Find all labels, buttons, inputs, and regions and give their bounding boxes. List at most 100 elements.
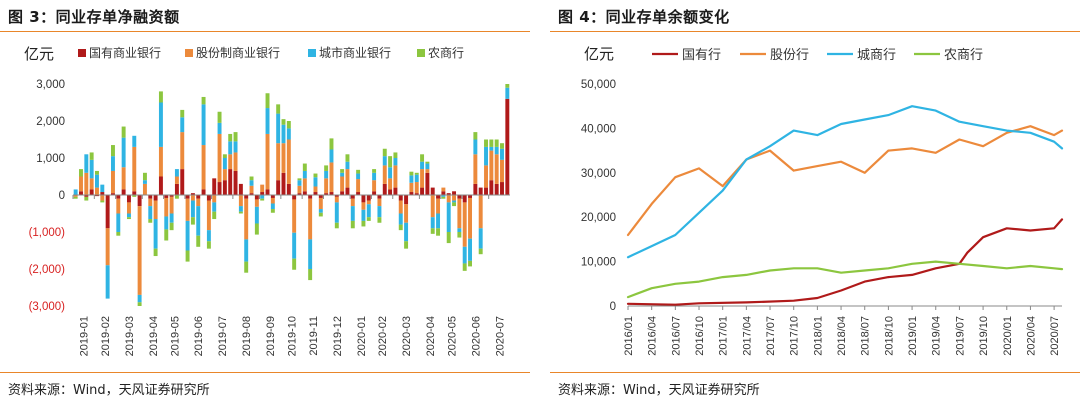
bar-segment-3 <box>174 169 179 177</box>
x-tick-label: 2020-03 <box>401 316 413 356</box>
bar-segment-2 <box>276 143 281 181</box>
bar-segment-2 <box>334 196 339 203</box>
bar-segment-2 <box>233 152 238 171</box>
legend-swatch-1 <box>78 49 86 57</box>
bar-segment-4 <box>366 217 371 221</box>
x-tick-label: 2019-03 <box>124 316 136 356</box>
bar-segment-3 <box>420 161 425 170</box>
bar-segment-3 <box>121 137 126 168</box>
y-unit-label: 亿元 <box>584 46 614 63</box>
bar-segment-1 <box>206 195 211 201</box>
x-tick-label: 2019-05 <box>169 316 181 356</box>
bar-segment-3 <box>84 154 89 173</box>
x-tick-label: 2019-10 <box>287 316 299 356</box>
right-chart-source: 资料来源：Wind，天风证券研究所 <box>558 383 760 398</box>
bar-segment-4 <box>281 119 286 125</box>
bar-segment-2 <box>308 198 313 240</box>
bar-segment-4 <box>436 228 441 236</box>
bar-segment-4 <box>137 302 142 306</box>
bar-segment-1 <box>137 195 142 207</box>
bar-segment-1 <box>462 195 467 203</box>
bar-segment-2 <box>196 198 201 207</box>
bar-segment-4 <box>350 220 355 229</box>
bar-segment-1 <box>116 195 121 199</box>
y-tick-label: 3,000 <box>36 79 65 91</box>
bar-segment-2 <box>190 195 195 201</box>
x-tick-label: 2019-07 <box>217 316 229 356</box>
bar-segment-3 <box>366 204 371 218</box>
bar-segment-1 <box>217 182 222 195</box>
x-tick-label: 2018/10 <box>883 316 895 356</box>
bar-segment-4 <box>89 152 94 160</box>
bar-segment-4 <box>260 198 265 201</box>
bar-segment-3 <box>500 148 504 160</box>
bar-segment-1 <box>350 195 355 199</box>
bar-segment-2 <box>217 133 222 183</box>
bar-segment-1 <box>318 195 323 198</box>
bar-segment-1 <box>244 195 249 199</box>
bar-segment-4 <box>505 84 510 88</box>
bar-segment-1 <box>185 195 190 199</box>
bar-segment-1 <box>84 195 89 197</box>
bar-segment-3 <box>228 141 233 155</box>
legend-label-4: 农商行 <box>944 47 983 62</box>
x-tick-label: 2019/07 <box>954 316 966 356</box>
bar-segment-1 <box>302 191 307 195</box>
bar-segment-2 <box>174 176 179 184</box>
bar-segment-4 <box>356 169 361 174</box>
bar-segment-2 <box>169 196 174 214</box>
bar-segment-1 <box>297 193 302 195</box>
bar-segment-1 <box>393 187 398 195</box>
bar-segment-1 <box>126 195 131 203</box>
bar-segment-1 <box>164 195 169 198</box>
bar-segment-4 <box>206 241 211 249</box>
bar-segment-3 <box>318 209 323 213</box>
bar-segment-4 <box>494 139 499 147</box>
x-tick-label: 2020/01 <box>1002 316 1014 356</box>
bar-segment-3 <box>244 239 249 262</box>
bar-segment-3 <box>222 158 227 170</box>
bar-segment-1 <box>500 182 504 195</box>
bar-segment-4 <box>297 178 302 181</box>
y-tick-label: 40,000 <box>581 123 616 135</box>
bar-segment-4 <box>292 258 297 270</box>
bar-segment-1 <box>372 191 377 195</box>
bar-segment-2 <box>409 182 414 193</box>
bar-segment-3 <box>116 213 121 232</box>
bar-segment-3 <box>345 161 350 170</box>
right-chart-title: 图 4：同业存单余额变化 <box>558 8 730 26</box>
bar-segment-1 <box>105 195 110 229</box>
bar-segment-1 <box>446 193 451 195</box>
bar-segment-2 <box>95 187 99 195</box>
bar-segment-2 <box>222 169 227 181</box>
bar-segment-1 <box>329 192 334 195</box>
legend-label-4: 农商行 <box>428 45 464 60</box>
bar-segment-3 <box>254 206 259 224</box>
balance-line-chart: 亿元 国有行 股份行 城商行 农商行 50,000 40,000 30,000 20,000 10… <box>581 46 1064 356</box>
bar-segment-1 <box>121 189 126 195</box>
legend-swatch-2 <box>185 49 193 57</box>
bar-segment-3 <box>334 202 339 223</box>
bar-segment-4 <box>313 173 318 178</box>
bar-segment-4 <box>142 172 147 181</box>
bar-segment-2 <box>132 146 137 192</box>
bar-segment-3 <box>430 217 435 229</box>
bar-segment-1 <box>489 180 494 195</box>
bar-segment-4 <box>404 241 409 249</box>
bar-segment-4 <box>100 200 105 203</box>
bar-segment-2 <box>473 154 478 184</box>
bar-segment-1 <box>249 193 254 195</box>
bar-segment-3 <box>414 174 419 183</box>
y-tick-label: 0 <box>59 190 65 202</box>
x-tick-label: 2019-06 <box>193 316 205 356</box>
bar-segment-1 <box>270 195 275 198</box>
series-line-4 <box>626 260 1064 299</box>
bar-segment-3 <box>404 222 409 242</box>
bar-segment-4 <box>180 109 185 118</box>
bar-segment-2 <box>329 162 334 193</box>
bar-segment-1 <box>398 195 403 201</box>
bar-segment-2 <box>84 172 89 195</box>
left-chart-source: 资料来源：Wind，天风证券研究所 <box>8 383 210 398</box>
bar-segment-3 <box>361 209 366 221</box>
x-tick-label: 2020-06 <box>470 316 482 356</box>
